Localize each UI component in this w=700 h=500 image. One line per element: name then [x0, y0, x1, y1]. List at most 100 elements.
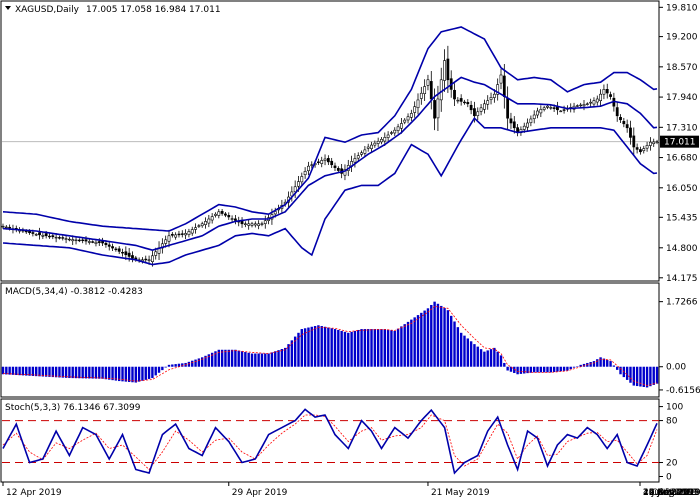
- price-candle: [197, 224, 201, 229]
- price-candle: [366, 143, 370, 152]
- price-candle: [625, 119, 629, 133]
- price-candle: [632, 127, 636, 156]
- price-candle: [167, 229, 171, 248]
- macd-bar: [25, 366, 28, 376]
- current-price-tag: [660, 135, 699, 148]
- price-candle: [194, 223, 197, 234]
- macd-bar: [151, 366, 154, 379]
- price-candle: [609, 91, 612, 100]
- price-y-tick-label: 15.435: [666, 213, 698, 223]
- stoch-y-tick-label: 80: [666, 417, 678, 427]
- price-candle: [204, 217, 207, 229]
- price-candle: [532, 110, 536, 124]
- macd-bar: [157, 366, 161, 373]
- macd-bar: [416, 315, 420, 367]
- macd-bar: [61, 366, 64, 378]
- macd-bar: [270, 352, 274, 367]
- price-candle: [549, 105, 553, 110]
- price-candle: [479, 103, 483, 116]
- price-candle: [220, 209, 224, 216]
- price-candle: [423, 79, 427, 101]
- x-tick-label: 21 May 2019: [431, 488, 490, 498]
- price-candle: [310, 161, 314, 169]
- macd-bar: [44, 366, 48, 377]
- macd-bar: [562, 366, 566, 371]
- macd-bar: [141, 366, 144, 381]
- macd-bar: [337, 329, 340, 367]
- macd-bar: [612, 365, 616, 367]
- macd-bar: [466, 338, 469, 367]
- price-candle: [426, 74, 430, 91]
- price-candle: [536, 107, 539, 119]
- price-y-tick-label: 17.940: [666, 93, 698, 103]
- macd-bar: [589, 362, 592, 367]
- macd-bar: [114, 366, 118, 381]
- macd-bar: [479, 349, 483, 367]
- price-candle: [187, 228, 191, 238]
- macd-bar: [655, 366, 659, 384]
- macd-bar: [486, 350, 489, 367]
- price-candle: [509, 112, 513, 129]
- macd-bar: [191, 360, 194, 367]
- macd-bar: [121, 366, 124, 382]
- macd-bar: [625, 366, 629, 380]
- price-candle: [476, 107, 480, 121]
- macd-bar: [250, 353, 254, 367]
- price-candle: [300, 172, 304, 186]
- price-ohlc-readout: 17.005 17.058 16.984 17.011: [86, 5, 221, 15]
- price-candle: [41, 232, 45, 240]
- symbol-menu-icon[interactable]: [5, 6, 11, 10]
- price-candle: [363, 145, 367, 158]
- price-candle: [38, 227, 41, 240]
- price-candle: [190, 226, 194, 236]
- macd-bar: [297, 332, 300, 367]
- macd-bar: [307, 327, 310, 367]
- macd-bar: [386, 329, 390, 367]
- price-candle: [386, 131, 390, 142]
- macd-bar: [430, 304, 433, 367]
- price-candle: [459, 94, 463, 106]
- macd-bar: [357, 329, 360, 367]
- macd-bar: [572, 366, 576, 368]
- price-candle: [492, 89, 496, 103]
- price-y-tick-label: 17.310: [666, 123, 698, 133]
- macd-bar: [406, 321, 410, 367]
- macd-bar: [58, 366, 61, 378]
- x-tick-label: 2 Oct 2019: [643, 488, 693, 498]
- price-candle: [499, 68, 503, 90]
- price-candle: [416, 93, 420, 115]
- macd-bar: [549, 366, 552, 373]
- price-candle: [380, 136, 383, 145]
- macd-bar: [124, 366, 128, 382]
- price-candle: [639, 146, 642, 155]
- macd-bar: [313, 326, 317, 367]
- macd-bar: [350, 331, 353, 367]
- macd-bar: [396, 328, 400, 367]
- macd-bar: [523, 366, 526, 374]
- macd-bar: [536, 366, 539, 373]
- price-candle: [645, 141, 649, 152]
- macd-bar: [552, 366, 556, 373]
- price-candle: [406, 113, 410, 124]
- macd-bar: [639, 366, 642, 387]
- price-y-tick-label: 19.200: [666, 33, 698, 43]
- price-candle: [373, 140, 377, 148]
- macd-bar: [293, 336, 297, 367]
- price-candle: [453, 83, 456, 107]
- price-candle: [446, 45, 450, 93]
- macd-bar: [28, 366, 31, 376]
- price-candle: [257, 220, 261, 230]
- price-candle: [403, 118, 407, 125]
- price-candle: [224, 211, 227, 218]
- price-candle: [360, 150, 363, 157]
- macd-panel-title: MACD(5,34,4) -0.3812 -0.4283: [5, 287, 143, 297]
- price-candle: [356, 152, 360, 162]
- price-candle: [68, 237, 71, 242]
- macd-bar: [84, 366, 88, 379]
- price-candle: [117, 246, 121, 255]
- macd-bar: [400, 326, 403, 367]
- price-candle: [217, 208, 221, 219]
- price-candle: [433, 88, 437, 131]
- price-candle: [629, 120, 632, 145]
- x-tick-label: 24 Oct 2019: [643, 488, 699, 498]
